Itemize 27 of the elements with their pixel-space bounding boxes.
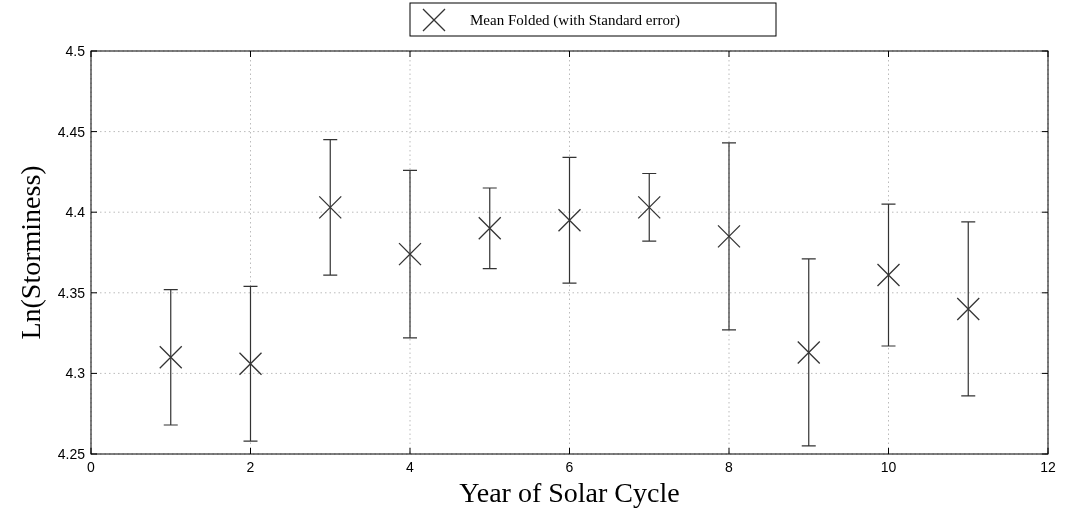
y-tick-label: 4.25 <box>57 446 86 462</box>
x-tick-label: 8 <box>725 459 734 475</box>
x-tick-label: 0 <box>87 459 96 475</box>
x-tick-label: 4 <box>406 459 415 475</box>
point <box>637 195 661 220</box>
legend-label: Mean Folded (with Standard error) <box>470 12 680 29</box>
point <box>398 242 422 266</box>
y-axis-title: Ln(Storminess) <box>15 165 46 340</box>
y-tick-label: 4.5 <box>65 43 86 59</box>
point <box>717 224 741 249</box>
x-axis-title: Year of Solar Cycle <box>459 477 680 508</box>
point <box>238 352 263 376</box>
x-tick-label: 6 <box>565 459 574 475</box>
point <box>876 263 901 287</box>
point <box>159 345 183 369</box>
point <box>797 340 821 365</box>
y-tick-label: 4.4 <box>65 204 86 221</box>
y-tick-label: 4.45 <box>57 123 86 140</box>
x-tick-label: 2 <box>246 459 255 475</box>
y-tick-label: 4.3 <box>65 365 86 382</box>
x-tick-label: 12 <box>1040 459 1056 475</box>
point <box>478 216 502 240</box>
point <box>956 297 980 321</box>
point <box>318 195 342 220</box>
y-tick-label: 4.35 <box>57 284 86 301</box>
x-tick-label: 10 <box>880 459 897 475</box>
point <box>557 208 582 232</box>
